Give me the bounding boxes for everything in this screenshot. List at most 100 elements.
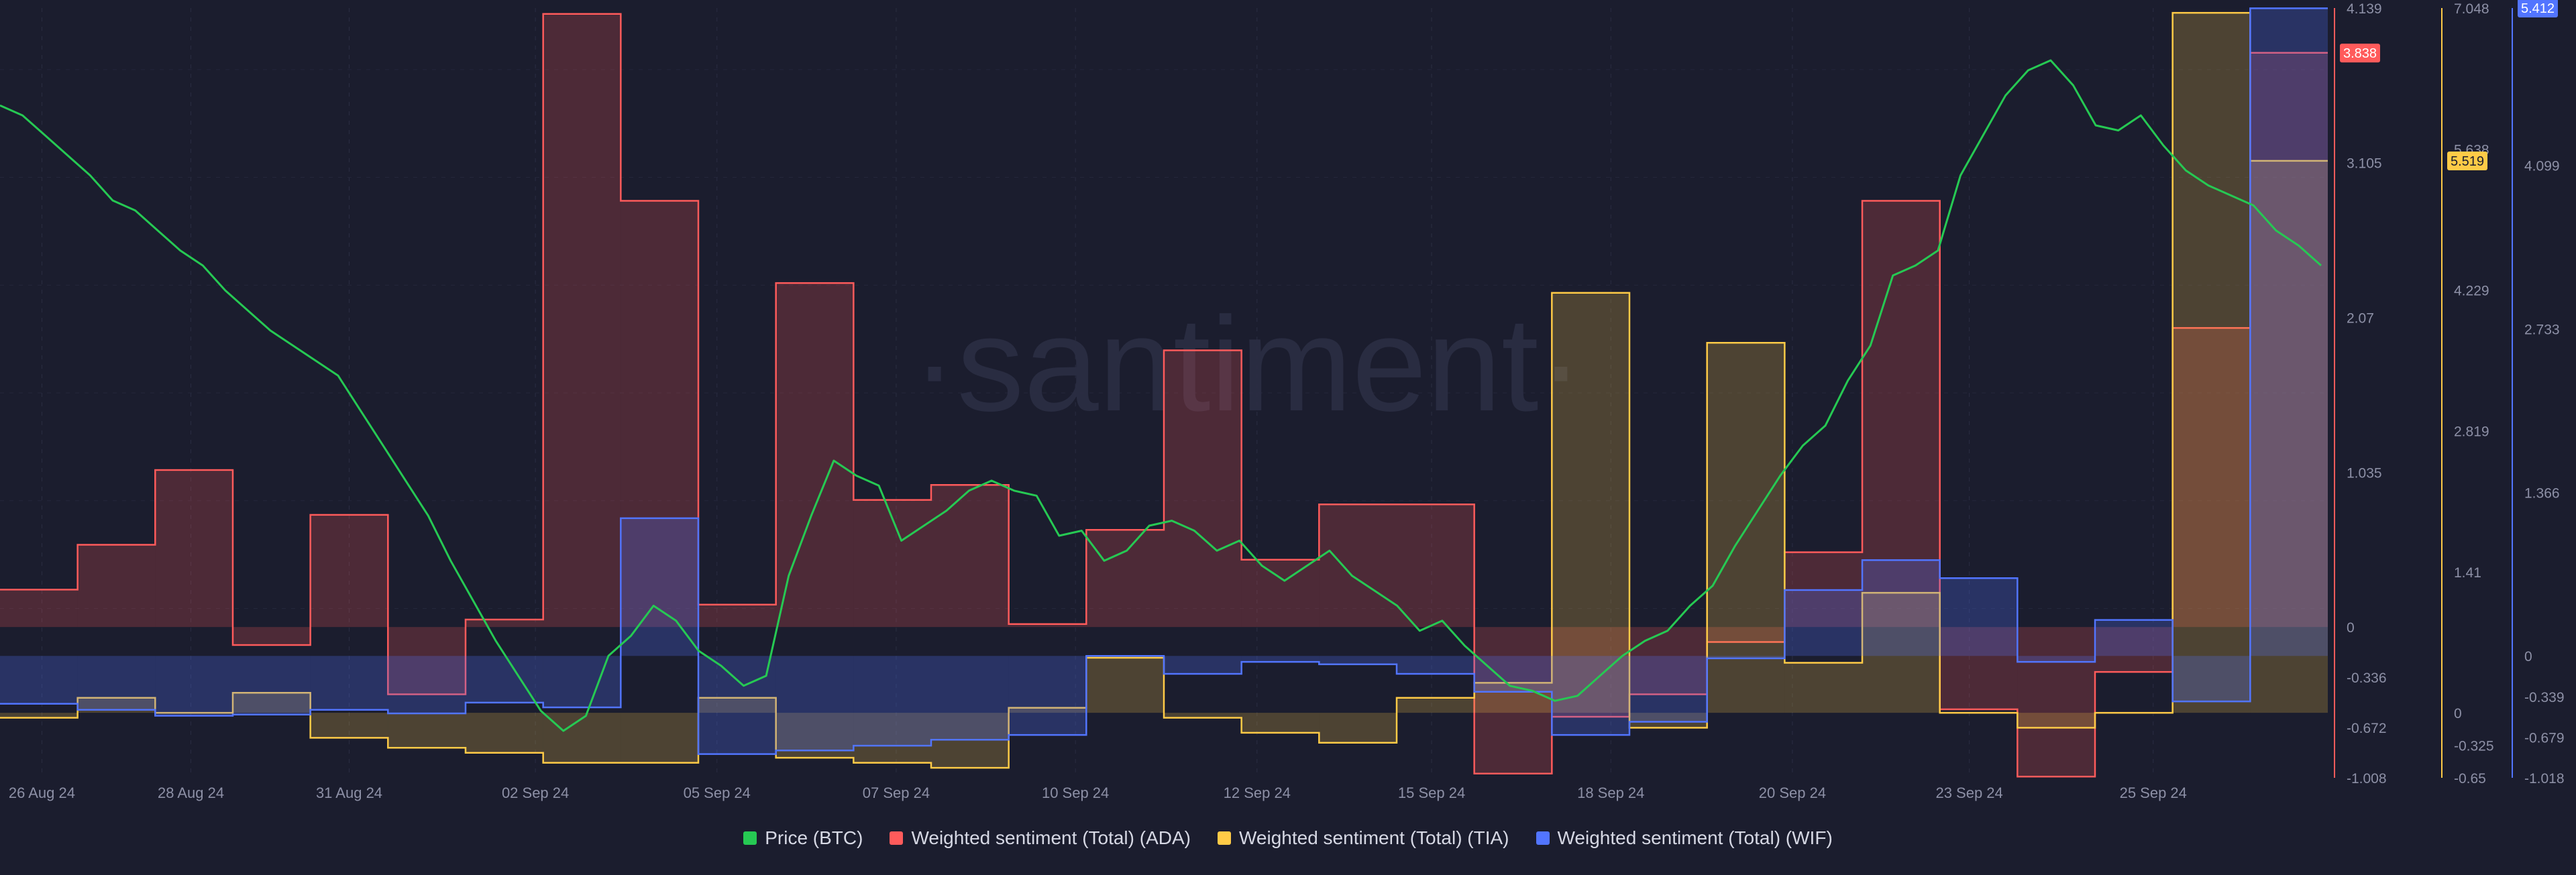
- bar-wif: [388, 656, 466, 713]
- bar-wif: [0, 656, 78, 704]
- y-tick-label-ada: -0.672: [2347, 721, 2387, 736]
- bar-wif: [310, 656, 388, 710]
- legend-swatch-wif: [1536, 831, 1550, 845]
- bar-tia: [2172, 13, 2251, 713]
- bar-wif: [853, 656, 931, 746]
- last-value-badge-tia: [2447, 152, 2487, 171]
- bar-tia: [1086, 658, 1164, 713]
- bar-wif: [1629, 656, 1707, 722]
- x-tick-label: 23 Sep 24: [1935, 784, 2002, 801]
- bar-ada: [1474, 627, 1552, 774]
- axis-tia: 7.0485.6384.2292.8191.410-0.325-0.655.51…: [2441, 1, 2494, 786]
- btc-layer: [0, 59, 2322, 732]
- bar-ada: [621, 200, 698, 628]
- bar-ada: [1164, 350, 1242, 628]
- bar-wif: [77, 656, 156, 710]
- bar-ada: [466, 620, 543, 628]
- legend-item-btc[interactable]: Price (BTC): [743, 827, 863, 849]
- legend-swatch-ada: [890, 831, 904, 845]
- y-tick-label-ada: 1.035: [2347, 465, 2382, 481]
- x-tick-label: 25 Sep 24: [2120, 784, 2187, 801]
- bar-wif: [1784, 590, 1862, 656]
- bar-tia: [1241, 713, 1320, 733]
- x-tick-label: 07 Sep 24: [863, 784, 930, 801]
- bar-ada: [0, 589, 78, 628]
- grid: [0, 8, 2328, 778]
- x-tick-label: 28 Aug 24: [158, 784, 224, 801]
- line-wif: [0, 7, 2328, 755]
- x-tick-label: 12 Sep 24: [1224, 784, 1291, 801]
- y-tick-label-tia: 2.819: [2454, 424, 2489, 440]
- bar-tia: [1552, 292, 1629, 713]
- bar-tia: [1008, 707, 1087, 713]
- bar-wif: [2250, 8, 2328, 656]
- series-tia: [0, 11, 2328, 769]
- bar-wif: [2095, 620, 2173, 656]
- x-tick-label: 05 Sep 24: [684, 784, 751, 801]
- bar-ada: [931, 485, 1009, 628]
- bar-wif: [1241, 656, 1320, 662]
- bar-tia: [1319, 713, 1397, 743]
- bar-tia: [2017, 713, 2095, 728]
- bar-ada: [2095, 627, 2173, 673]
- x-tick-label: 18 Sep 24: [1577, 784, 1644, 801]
- y-tick-label-tia: 0: [2454, 706, 2462, 721]
- watermark: ·santiment·: [912, 290, 1583, 439]
- bar-ada: [388, 627, 466, 695]
- series-wif: [0, 7, 2328, 755]
- line-tia: [0, 11, 2328, 769]
- y-tick-label-ada: 3.105: [2347, 156, 2382, 172]
- bar-wif: [543, 656, 621, 708]
- y-tick-label-tia: -0.65: [2454, 771, 2486, 786]
- bar-ada: [310, 514, 388, 628]
- bar-tia: [233, 693, 311, 713]
- bar-tia: [2250, 160, 2328, 713]
- bar-ada: [2017, 627, 2095, 777]
- y-tick-label-ada: 2.07: [2347, 310, 2374, 326]
- bar-ada: [1086, 530, 1164, 628]
- legend-label-ada: Weighted sentiment (Total) (ADA): [911, 827, 1191, 848]
- y-tick-label-ada: 0: [2347, 620, 2355, 636]
- bar-tia: [466, 713, 543, 753]
- y-tick-label-tia: 1.41: [2454, 565, 2481, 581]
- bar-tia: [853, 713, 931, 763]
- axis-ada: 4.139 3.105 2.07 1.035 0 -0.336 -0.672 -1.008 3.…: [2334, 1, 2387, 786]
- y-tick-label-ada: 4.139: [2347, 1, 2382, 17]
- y-tick-label-wif: 2.733: [2524, 322, 2560, 337]
- y-tick-label-tia: 7.048: [2454, 1, 2489, 17]
- x-tick-label: 20 Sep 24: [1759, 784, 1826, 801]
- bar-ada: [543, 13, 621, 628]
- bar-tia: [698, 697, 776, 713]
- x-tick-label: 15 Sep 24: [1398, 784, 1465, 801]
- legend-label-wif: Weighted sentiment (Total) (WIF): [1557, 827, 1833, 848]
- bar-tia: [1474, 683, 1552, 713]
- legend-item-tia[interactable]: Weighted sentiment (Total) (TIA): [1217, 827, 1509, 849]
- bar-wif: [775, 656, 854, 751]
- line-ada: [0, 13, 2328, 778]
- bar-ada: [1319, 504, 1397, 628]
- bar-ada: [2250, 52, 2328, 628]
- bar-ada: [698, 604, 776, 628]
- legend-label-btc: Price (BTC): [765, 827, 863, 848]
- bar-wif: [1397, 656, 1474, 675]
- bar-wif: [698, 656, 776, 754]
- legend-item-wif[interactable]: Weighted sentiment (Total) (WIF): [1536, 827, 1833, 849]
- bar-wif: [1552, 656, 1629, 736]
- bar-tia: [0, 713, 78, 718]
- bar-tia: [1862, 593, 1940, 713]
- bar-ada: [775, 283, 854, 628]
- bar-tia: [1629, 713, 1707, 728]
- y-tick-label-wif: -1.018: [2524, 771, 2565, 786]
- last-value-badge-ada: [2340, 44, 2380, 63]
- legend-item-ada[interactable]: Weighted sentiment (Total) (ADA): [890, 827, 1191, 849]
- bar-wif: [1008, 656, 1087, 736]
- x-tick-label: 31 Aug 24: [316, 784, 382, 801]
- bar-tia: [310, 713, 388, 738]
- bar-wif: [1319, 656, 1397, 664]
- legend-swatch-tia: [1217, 831, 1231, 845]
- y-tick-label-wif: 1.366: [2524, 485, 2560, 501]
- bar-wif: [233, 656, 311, 715]
- bar-ada: [1397, 504, 1474, 628]
- bar-wif: [1862, 560, 1940, 656]
